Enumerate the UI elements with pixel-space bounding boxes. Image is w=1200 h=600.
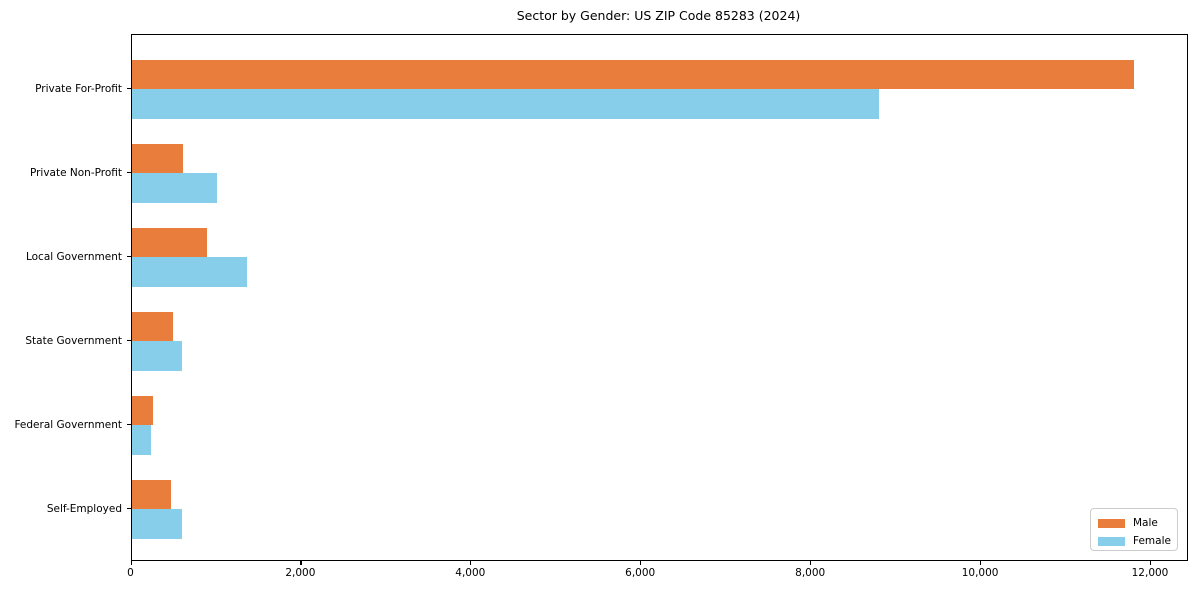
legend-item-male: Male — [1098, 516, 1177, 530]
x-tick-mark — [130, 560, 132, 565]
x-tick-mark — [640, 560, 642, 565]
x-tick-label: 4,000 — [455, 567, 486, 579]
y-tick-label-federal-government: Federal Government — [14, 419, 122, 431]
y-tick-label-private-for-profit: Private For-Profit — [35, 83, 122, 95]
x-tick-label: 12,000 — [1131, 567, 1169, 579]
legend-label-male: Male — [1133, 516, 1158, 529]
x-tick-mark — [300, 560, 302, 565]
x-tick-label: 8,000 — [795, 567, 826, 579]
legend-label-female: Female — [1133, 534, 1171, 547]
x-tick-mark — [1150, 560, 1152, 565]
female-color-swatch — [1098, 536, 1125, 546]
y-tick-label-local-government: Local Government — [25, 251, 122, 263]
bar-male-self-employed — [131, 479, 171, 509]
x-tick-label: 6,000 — [625, 567, 656, 579]
y-tick-mark — [126, 256, 131, 258]
bar-male-federal-government — [131, 395, 153, 425]
x-tick-label: 2,000 — [285, 567, 316, 579]
male-color-swatch — [1098, 518, 1125, 528]
bar-female-private-non-profit — [131, 173, 218, 203]
x-tick-label: 0 — [127, 567, 134, 579]
bar-female-self-employed — [131, 509, 182, 539]
y-tick-label-self-employed: Self-Employed — [46, 503, 122, 515]
bar-male-private-non-profit — [131, 143, 183, 173]
y-tick-label-state-government: State Government — [25, 335, 122, 347]
y-tick-label-private-non-profit: Private Non-Profit — [29, 167, 122, 179]
legend: Male Female — [1090, 508, 1178, 551]
bar-female-federal-government — [131, 425, 151, 455]
bar-female-local-government — [131, 257, 247, 287]
x-tick-mark — [810, 560, 812, 565]
bar-male-private-for-profit — [131, 59, 1134, 89]
bar-male-state-government — [131, 311, 174, 341]
legend-item-female: Female — [1098, 534, 1177, 548]
bar-female-state-government — [131, 341, 182, 371]
y-tick-mark — [126, 88, 131, 90]
chart-title: Sector by Gender: US ZIP Code 85283 (202… — [516, 8, 801, 23]
x-tick-mark — [470, 560, 472, 565]
bar-male-local-government — [131, 227, 208, 257]
y-tick-mark — [126, 424, 131, 426]
plot-area — [130, 34, 1188, 561]
x-tick-mark — [980, 560, 982, 565]
y-tick-mark — [126, 340, 131, 342]
bar-female-private-for-profit — [131, 89, 880, 119]
y-tick-mark — [126, 172, 131, 174]
x-tick-label: 10,000 — [961, 567, 999, 579]
y-tick-mark — [126, 508, 131, 510]
